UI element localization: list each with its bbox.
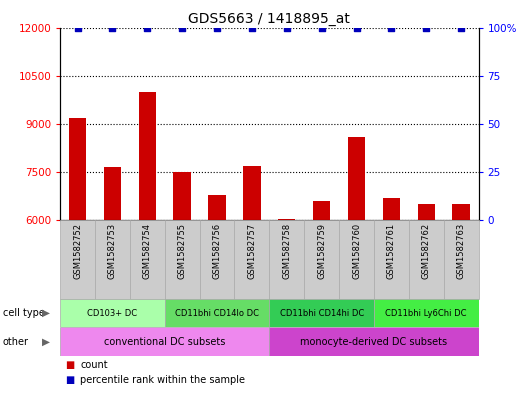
Bar — [174, 172, 191, 220]
Text: GSM1582762: GSM1582762 — [422, 223, 431, 279]
Text: GSM1582752: GSM1582752 — [73, 223, 82, 279]
Bar — [200, 220, 234, 299]
Bar — [409, 220, 444, 299]
Bar — [243, 166, 260, 220]
Text: GSM1582753: GSM1582753 — [108, 223, 117, 279]
Text: GSM1582754: GSM1582754 — [143, 223, 152, 279]
Point — [178, 24, 186, 31]
Text: conventional DC subsets: conventional DC subsets — [104, 336, 225, 347]
Bar — [165, 299, 269, 327]
Bar — [208, 195, 226, 220]
Bar — [104, 167, 121, 220]
Text: CD11bhi Ly6Chi DC: CD11bhi Ly6Chi DC — [385, 309, 467, 318]
Text: percentile rank within the sample: percentile rank within the sample — [80, 375, 245, 385]
Bar — [69, 118, 86, 220]
Bar — [269, 220, 304, 299]
Point — [143, 24, 152, 31]
Text: GSM1582763: GSM1582763 — [457, 223, 465, 279]
Bar — [374, 299, 479, 327]
Bar — [269, 327, 479, 356]
Bar — [313, 201, 331, 220]
Bar — [60, 299, 165, 327]
Text: CD103+ DC: CD103+ DC — [87, 309, 138, 318]
Bar — [139, 92, 156, 220]
Point — [108, 24, 117, 31]
Bar — [234, 220, 269, 299]
Point — [457, 24, 465, 31]
Title: GDS5663 / 1418895_at: GDS5663 / 1418895_at — [188, 13, 350, 26]
Text: other: other — [3, 336, 29, 347]
Text: GSM1582759: GSM1582759 — [317, 223, 326, 279]
Point — [422, 24, 430, 31]
Text: ▶: ▶ — [42, 308, 50, 318]
Point — [317, 24, 326, 31]
Text: GSM1582755: GSM1582755 — [178, 223, 187, 279]
Text: ■: ■ — [65, 360, 75, 370]
Point — [213, 24, 221, 31]
Bar — [60, 220, 95, 299]
Point — [353, 24, 361, 31]
Bar — [348, 137, 365, 220]
Bar — [417, 204, 435, 220]
Bar — [60, 327, 269, 356]
Bar — [339, 220, 374, 299]
Text: monocyte-derived DC subsets: monocyte-derived DC subsets — [300, 336, 448, 347]
Text: GSM1582760: GSM1582760 — [352, 223, 361, 279]
Text: GSM1582757: GSM1582757 — [247, 223, 256, 279]
Bar — [269, 299, 374, 327]
Text: ▶: ▶ — [42, 336, 50, 347]
Text: GSM1582761: GSM1582761 — [387, 223, 396, 279]
Bar — [374, 220, 409, 299]
Bar — [383, 198, 400, 220]
Text: ■: ■ — [65, 375, 75, 385]
Bar — [278, 219, 295, 220]
Bar — [165, 220, 200, 299]
Point — [282, 24, 291, 31]
Point — [387, 24, 395, 31]
Text: cell type: cell type — [3, 308, 44, 318]
Bar — [130, 220, 165, 299]
Text: count: count — [80, 360, 108, 370]
Point — [73, 24, 82, 31]
Text: CD11bhi CD14lo DC: CD11bhi CD14lo DC — [175, 309, 259, 318]
Text: CD11bhi CD14hi DC: CD11bhi CD14hi DC — [279, 309, 364, 318]
Bar — [304, 220, 339, 299]
Bar — [95, 220, 130, 299]
Point — [248, 24, 256, 31]
Text: GSM1582756: GSM1582756 — [212, 223, 222, 279]
Text: GSM1582758: GSM1582758 — [282, 223, 291, 279]
Bar — [452, 204, 470, 220]
Bar — [444, 220, 479, 299]
